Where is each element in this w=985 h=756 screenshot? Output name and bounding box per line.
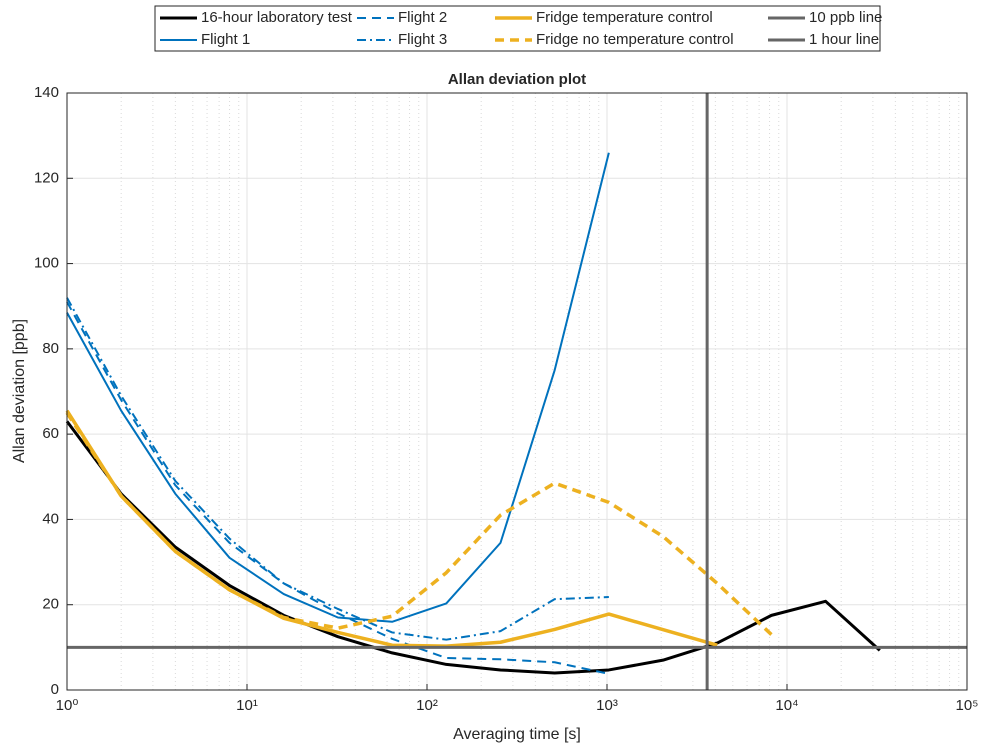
plot-frame [66,92,968,691]
x-axis-label: Averaging time [s] [453,726,581,743]
legend-label: Fridge temperature control [536,9,713,26]
y-tick-label: 60 [42,425,59,442]
legend-label: Flight 1 [201,31,250,48]
y-tick-label: 140 [34,84,59,101]
y-tick-label: 40 [42,510,59,527]
series-line [65,420,881,675]
legend-label: Flight 3 [398,31,447,48]
series-line [65,409,718,648]
x-tick-label: 10⁴ [775,697,798,714]
x-tick-label: 10¹ [236,697,258,714]
series-line [65,411,773,636]
legend-label: 10 ppb line [809,9,882,26]
y-tick-label: 80 [42,340,59,357]
legend-label: Flight 2 [398,9,447,26]
y-tick-label: 100 [34,255,59,272]
legend-label: Fridge no temperature control [536,31,734,48]
legend-label: 1 hour line [809,31,879,48]
y-tick-label: 20 [42,596,59,613]
x-tick-label: 10³ [596,697,618,714]
y-tick-label: 0 [51,681,59,698]
y-tick-label: 120 [34,169,59,186]
series-line [66,301,610,675]
legend-box [154,5,881,52]
x-tick-label: 10² [416,697,438,714]
series-line [66,152,610,623]
legend-label: 16-hour laboratory test [201,9,353,26]
series-line [66,297,609,641]
y-axis-label: Allan deviation [ppb] [11,319,28,463]
x-tick-label: 10⁵ [956,697,979,714]
chart-title: Allan deviation plot [448,71,586,88]
x-tick-label: 10⁰ [56,697,79,714]
